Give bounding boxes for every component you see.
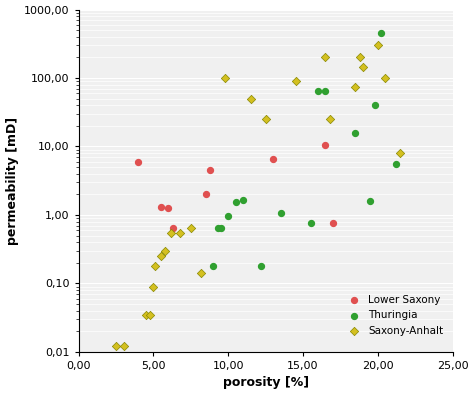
Thuringia [257,263,265,269]
Thuringia [322,88,329,94]
Thuringia [210,263,217,269]
Saxony-Anhalt [374,42,382,49]
Saxony-Anhalt [112,343,120,350]
Lower Saxony [169,225,177,231]
Lower Saxony [322,142,329,148]
Saxony-Anhalt [262,116,269,122]
Saxony-Anhalt [326,116,334,122]
Saxony-Anhalt [177,229,184,236]
Saxony-Anhalt [382,75,389,81]
Legend: Lower Saxony, Thuringia, Saxony-Anhalt: Lower Saxony, Thuringia, Saxony-Anhalt [339,291,447,340]
Saxony-Anhalt [247,96,255,102]
Lower Saxony [157,204,164,210]
Thuringia [314,88,322,94]
Lower Saxony [269,156,277,162]
Saxony-Anhalt [157,253,164,259]
Thuringia [392,161,400,167]
Saxony-Anhalt [146,311,154,318]
Thuringia [225,213,232,220]
Lower Saxony [329,220,337,227]
Saxony-Anhalt [322,54,329,60]
Thuringia [217,225,225,231]
Saxony-Anhalt [359,64,367,70]
Thuringia [239,197,247,203]
Thuringia [232,199,239,205]
Thuringia [366,198,374,204]
Saxony-Anhalt [142,311,150,318]
Saxony-Anhalt [168,229,175,236]
Thuringia [214,225,221,231]
Thuringia [371,102,379,108]
Lower Saxony [164,205,172,211]
Thuringia [307,220,314,227]
Saxony-Anhalt [292,78,300,84]
Thuringia [277,210,284,216]
Thuringia [352,130,359,137]
X-axis label: porosity [%]: porosity [%] [223,376,309,389]
Lower Saxony [135,158,142,165]
Saxony-Anhalt [396,150,404,156]
Saxony-Anhalt [187,225,195,231]
Saxony-Anhalt [198,270,205,276]
Saxony-Anhalt [120,343,128,350]
Saxony-Anhalt [221,75,229,81]
Lower Saxony [202,191,210,198]
Saxony-Anhalt [150,283,157,290]
Saxony-Anhalt [356,54,364,60]
Saxony-Anhalt [162,248,169,254]
Lower Saxony [207,167,214,173]
Saxony-Anhalt [352,83,359,90]
Y-axis label: permeability [mD]: permeability [mD] [6,117,18,245]
Saxony-Anhalt [151,263,159,269]
Thuringia [377,30,384,36]
